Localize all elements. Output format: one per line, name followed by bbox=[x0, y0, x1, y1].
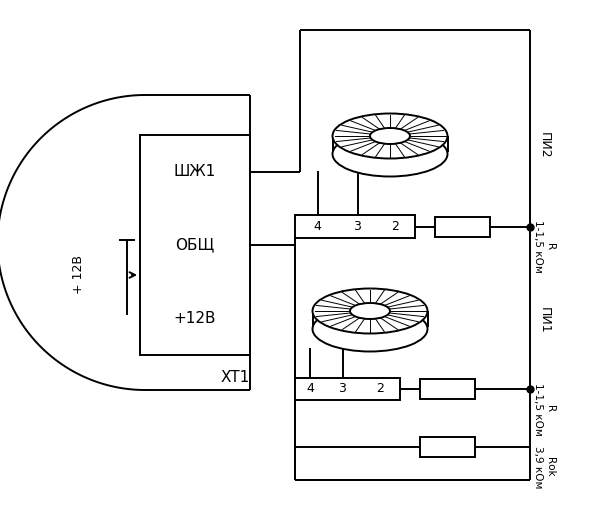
Text: Rоk
3,9 кОм: Rоk 3,9 кОм bbox=[533, 446, 555, 488]
Text: 3: 3 bbox=[338, 382, 346, 395]
Bar bbox=[295, 215, 415, 238]
Text: 3: 3 bbox=[353, 220, 361, 233]
Text: 2: 2 bbox=[376, 382, 384, 395]
Ellipse shape bbox=[370, 128, 410, 144]
Text: +12В: +12В bbox=[174, 311, 216, 326]
Bar bbox=[420, 437, 475, 457]
Text: ОБЩ: ОБЩ bbox=[175, 238, 215, 252]
Text: + 12В: + 12В bbox=[71, 256, 85, 295]
Text: R
1-1,5 кОм: R 1-1,5 кОм bbox=[533, 220, 555, 273]
Text: ШЖ1: ШЖ1 bbox=[174, 164, 216, 179]
Bar bbox=[140, 135, 250, 355]
Ellipse shape bbox=[332, 114, 448, 158]
Ellipse shape bbox=[332, 131, 448, 177]
Ellipse shape bbox=[350, 303, 390, 319]
Text: 4: 4 bbox=[314, 220, 322, 233]
Bar bbox=[435, 216, 490, 237]
Text: XT1: XT1 bbox=[220, 370, 250, 384]
Ellipse shape bbox=[313, 306, 427, 352]
Bar bbox=[295, 378, 400, 400]
Text: ПИ1: ПИ1 bbox=[538, 307, 551, 333]
Bar bbox=[420, 379, 475, 399]
Text: 2: 2 bbox=[391, 220, 399, 233]
Text: 4: 4 bbox=[306, 382, 314, 395]
Ellipse shape bbox=[313, 289, 427, 333]
Text: R
1-1,5 кОм: R 1-1,5 кОм bbox=[533, 383, 555, 435]
Text: ПИ2: ПИ2 bbox=[538, 132, 551, 158]
